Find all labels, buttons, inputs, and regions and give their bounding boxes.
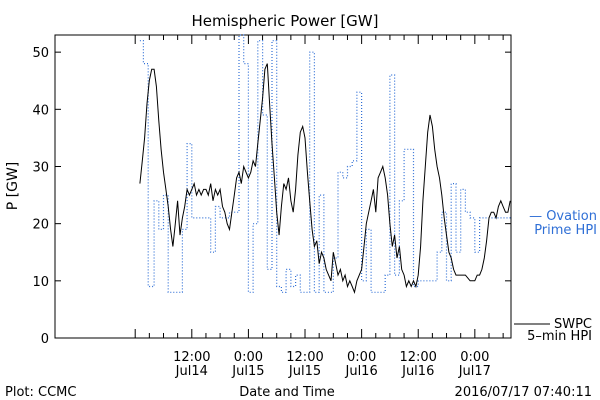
x-tick-time-label: 0:00 (234, 350, 263, 365)
x-tick-time-label: 0:00 (460, 350, 489, 365)
x-tick-time-label: 12:00 (173, 350, 210, 365)
x-tick-date-label: Jul16 (401, 364, 434, 379)
footer-left: Plot: CCMC (5, 385, 76, 400)
series-line-swpc-5-min-hpi (139, 63, 511, 295)
legend-swpc: SWPC 5–min HPI (514, 317, 592, 344)
legend-swpc-line1: SWPC (554, 317, 592, 332)
x-tick-date-label: Jul15 (288, 364, 321, 379)
x-tick-date-label: Jul17 (458, 364, 491, 379)
x-tick-date-label: Jul14 (175, 364, 208, 379)
x-axis-label: Date and Time (239, 385, 335, 400)
y-tick-label: 0 (41, 332, 49, 347)
footer-timestamp: 2016/07/17 07:40:11 (455, 385, 592, 400)
plot-frame (54, 34, 512, 339)
y-tick-label: 40 (32, 103, 49, 118)
x-tick-time-label: 12:00 (399, 350, 436, 365)
y-axis-label: P [GW] (5, 162, 21, 211)
legend-ovation: — Ovation Prime HPI (529, 209, 597, 238)
legend-ovation-line2: Prime HPI (534, 223, 597, 238)
legend-ovation-line1: — Ovation (529, 209, 597, 224)
legend-swpc-line2: 5–min HPI (527, 329, 592, 344)
series-layer (139, 34, 511, 295)
y-axis: 0 10 20 30 40 50 (32, 46, 511, 347)
x-tick-date-label: Jul16 (345, 364, 378, 379)
x-tick-time-label: 0:00 (347, 350, 376, 365)
y-tick-label: 50 (32, 46, 49, 61)
y-tick-label: 10 (32, 275, 49, 290)
x-axis: 12:00Jul140:00Jul1512:00Jul150:00Jul1612… (134, 35, 504, 379)
x-tick-time-label: 12:00 (286, 350, 323, 365)
x-tick-date-label: Jul15 (231, 364, 264, 379)
chart-title: Hemispheric Power [GW] (192, 12, 379, 30)
y-tick-label: 20 (32, 218, 49, 233)
y-tick-label: 30 (32, 160, 49, 175)
